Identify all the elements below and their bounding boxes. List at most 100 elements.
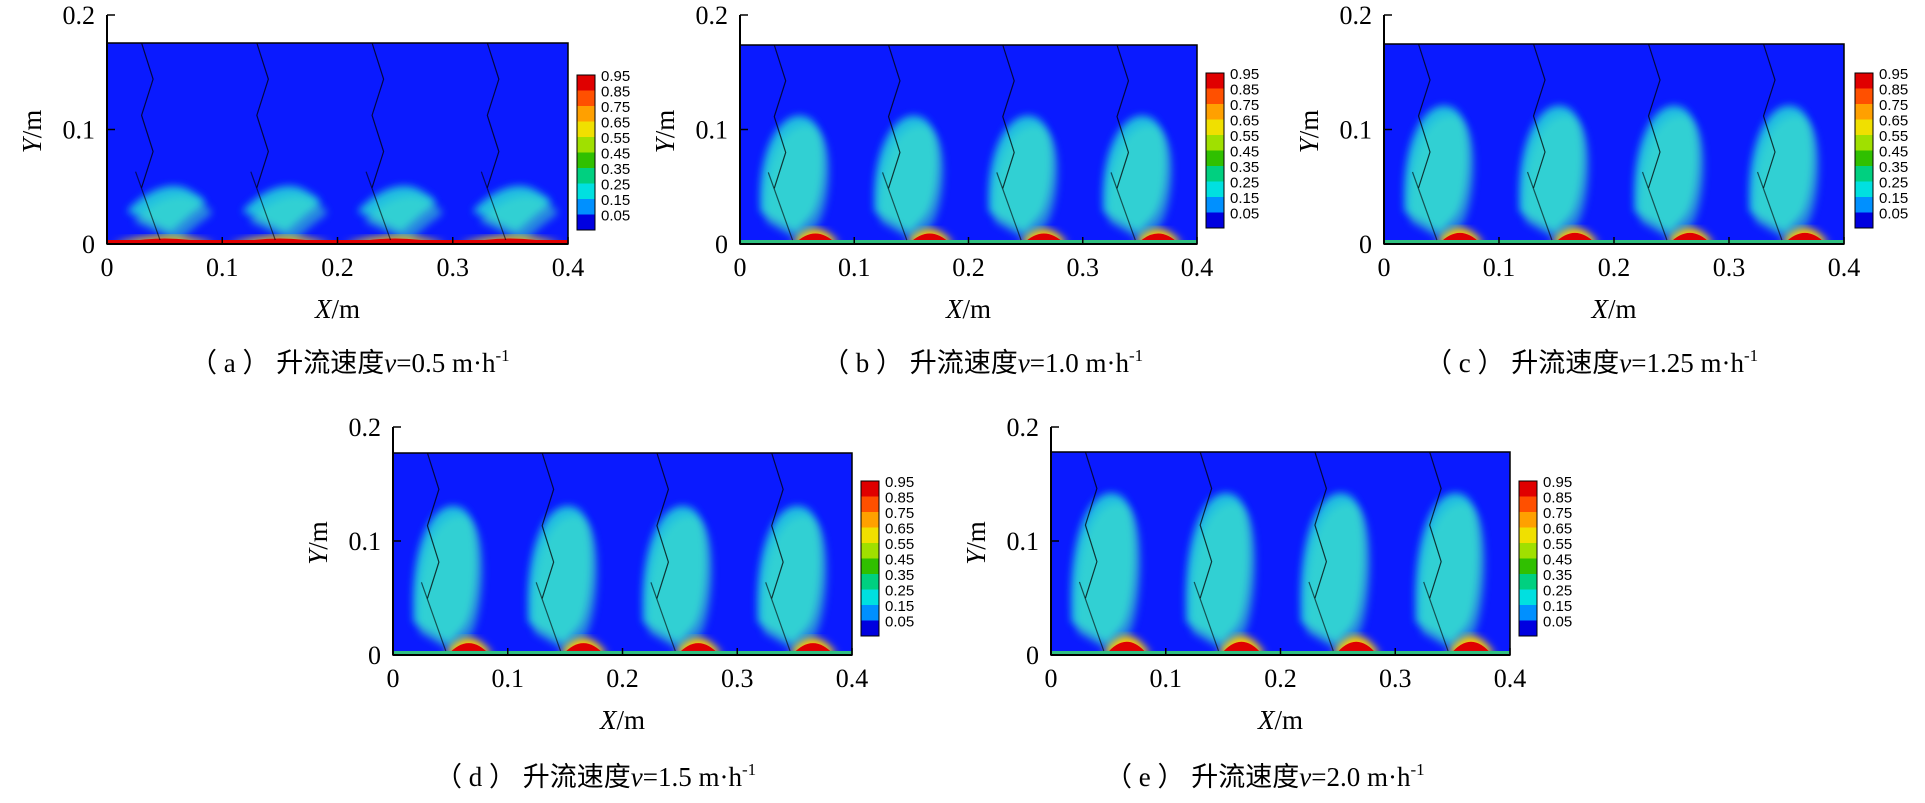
colorbar-swatch	[1519, 589, 1537, 605]
colorbar-border	[1518, 480, 1538, 637]
panel-caption: （ b ） 升流速度v=1.0 m·h-1	[822, 346, 1143, 378]
colorbar-swatch	[1855, 212, 1873, 228]
colorbar-label: 0.05	[601, 208, 630, 225]
colorbar-border	[576, 74, 596, 231]
colorbar-label: 0.95	[1230, 66, 1259, 83]
colorbar-swatch	[861, 574, 879, 590]
y-axis-label: Y/m	[961, 521, 991, 565]
baffle-line	[1647, 44, 1661, 189]
x-tick-label: 0.3	[1067, 253, 1100, 282]
colorbar-label: 0.25	[1230, 175, 1259, 192]
colorbar-swatch	[861, 496, 879, 512]
colorbar-swatch	[861, 605, 879, 621]
y-tick-label: 0	[1026, 641, 1039, 670]
colorbar-label: 0.65	[601, 115, 630, 132]
colorbar-label: 0.25	[1543, 583, 1572, 600]
colorbar: 0.950.850.750.650.550.450.350.250.150.05	[1854, 66, 1908, 229]
colorbar-swatch	[577, 90, 595, 106]
colorbar-swatch	[1519, 481, 1537, 497]
baffle-line	[1314, 452, 1328, 599]
y-tick-label: 0.2	[1007, 413, 1040, 442]
plume-core	[1191, 503, 1256, 653]
colorbar: 0.950.850.750.650.550.450.350.250.150.05	[860, 474, 914, 637]
plume-core	[879, 125, 944, 243]
colorbar-swatch	[577, 106, 595, 122]
baffle-line	[140, 43, 154, 188]
x-tick-label: 0.3	[721, 664, 754, 693]
colorbar-label: 0.25	[885, 583, 914, 600]
x-axis-label: X/m	[599, 705, 645, 735]
colorbar-swatch	[577, 214, 595, 230]
y-axis-label: Y/m	[303, 521, 333, 565]
baffle-line	[1199, 452, 1213, 599]
colorbar-swatch	[1206, 181, 1224, 197]
colorbar-swatch	[861, 512, 879, 528]
colorbar-swatch	[1855, 73, 1873, 89]
x-axis-label: X/m	[1257, 705, 1303, 735]
baffle-plate	[535, 582, 562, 652]
colorbar-swatch	[861, 543, 879, 559]
x-tick-label: 0.1	[492, 664, 525, 693]
colorbar-label: 0.05	[1543, 614, 1572, 631]
y-tick-label: 0.2	[1340, 1, 1373, 30]
baffle-plate	[135, 171, 161, 241]
x-axis-label: X/m	[945, 294, 991, 324]
x-tick-label: 0.1	[206, 253, 239, 282]
x-tick-label: 0.4	[552, 253, 585, 282]
colorbar-swatch	[1855, 104, 1873, 120]
colorbar-label: 0.85	[885, 490, 914, 507]
baffle-plate	[1641, 171, 1668, 241]
baffle-plate	[1110, 172, 1136, 241]
colorbar-label: 0.55	[1543, 536, 1572, 553]
colorbar-label: 0.65	[1879, 113, 1908, 130]
baffle-plate	[480, 171, 507, 241]
colorbar-label: 0.15	[1543, 598, 1572, 615]
colorbar-label: 0.55	[601, 130, 630, 147]
x-tick-label: 0.4	[1494, 664, 1527, 693]
colorbar-label: 0.15	[1230, 190, 1259, 207]
colorbar-label: 0.45	[1230, 144, 1259, 161]
x-tick-label: 0	[1045, 664, 1058, 693]
panel-caption: （ c ） 升流速度v=1.25 m·h-1	[1425, 346, 1758, 378]
colorbar-label: 0.35	[1879, 159, 1908, 176]
colorbar-swatch	[861, 558, 879, 574]
y-axis-label: Y/m	[650, 110, 680, 154]
colorbar-swatch	[1519, 605, 1537, 621]
plume-core	[1306, 503, 1371, 653]
colorbar-swatch	[1519, 558, 1537, 574]
plume-core	[1076, 503, 1141, 653]
baffle-line	[773, 45, 787, 189]
colorbar-label: 0.25	[1879, 175, 1908, 192]
baffle-plate	[767, 172, 794, 241]
colorbar-border	[1854, 72, 1874, 229]
colorbar-label: 0.65	[1543, 521, 1572, 538]
panel-caption: （ a ） 升流速度v=0.5 m·h-1	[190, 346, 510, 378]
colorbar-label: 0.45	[885, 552, 914, 569]
colorbar-border	[1205, 72, 1225, 229]
colorbar-swatch	[1206, 197, 1224, 213]
colorbar-label: 0.05	[1879, 206, 1908, 223]
baffle-line	[1429, 452, 1442, 599]
colorbar-label: 0.85	[1543, 490, 1572, 507]
y-tick-label: 0.2	[696, 1, 729, 30]
baffle-plate	[1526, 171, 1553, 241]
baffle-plate	[1193, 581, 1220, 652]
colorbar-swatch	[1206, 166, 1224, 182]
panel-a: 0 0.1 0.2 0.3 0.400.10.2X/mY/m0.950.850.750.…	[17, 1, 630, 378]
colorbar-label: 0.35	[601, 161, 630, 178]
baffle-plate	[1756, 171, 1783, 241]
contour-field	[107, 43, 568, 244]
panel-e: 0 0.1 0.2 0.3 0.400.10.2X/mY/m0.950.850.750.…	[961, 413, 1572, 792]
y-tick-label: 0.1	[1340, 116, 1373, 145]
panel-caption: （ d ） 升流速度v=1.5 m·h-1	[435, 760, 756, 792]
x-tick-label: 0.4	[836, 664, 869, 693]
x-tick-label: 0.1	[1483, 253, 1516, 282]
colorbar-swatch	[1519, 574, 1537, 590]
y-axis-label: Y/m	[1294, 110, 1324, 154]
colorbar-label: 0.05	[885, 614, 914, 631]
colorbar-swatch	[1855, 166, 1873, 182]
baffle-plate	[420, 582, 447, 652]
x-tick-label: 0.1	[838, 253, 871, 282]
baffle-line	[541, 453, 555, 599]
plume-core	[249, 195, 327, 242]
